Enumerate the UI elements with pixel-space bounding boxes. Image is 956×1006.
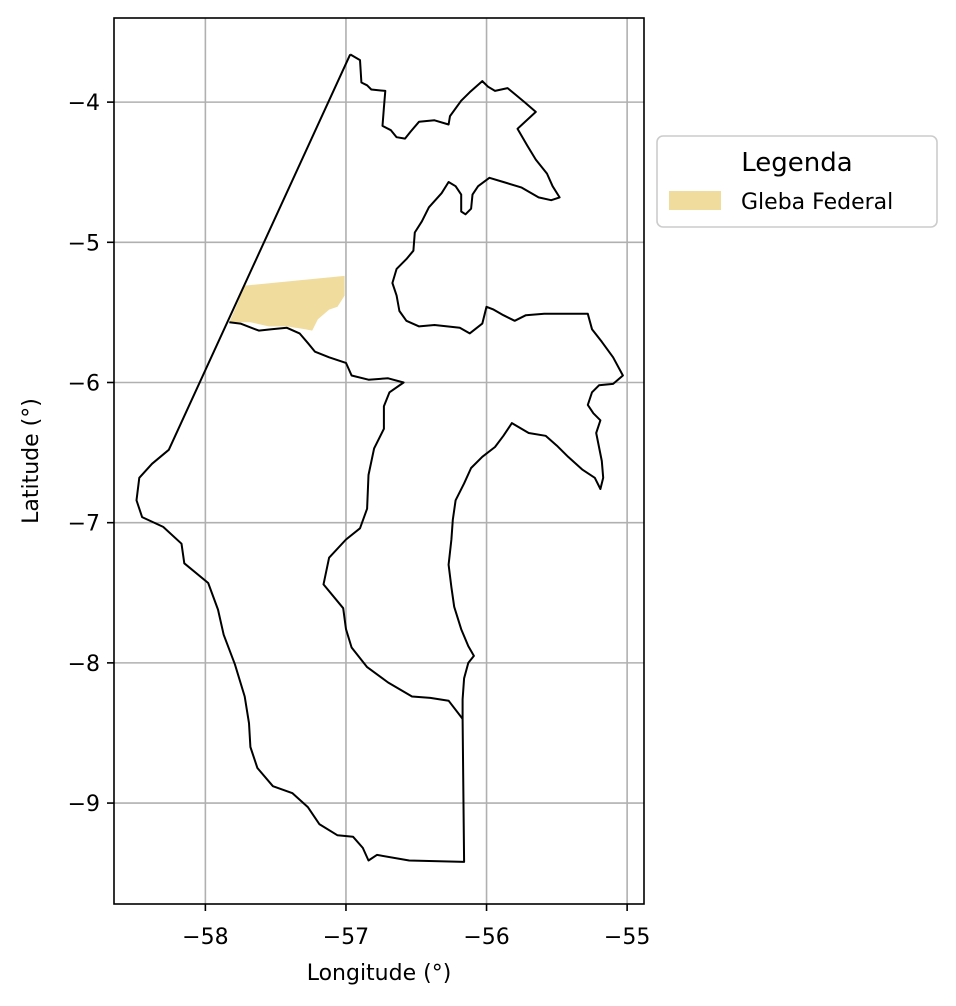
gleba-federal-area (229, 275, 345, 331)
y-tick-label: −5 (68, 231, 100, 256)
municipal-boundary-line (135, 53, 624, 863)
x-tick-label: −57 (323, 925, 369, 950)
axis-ticks: −58 −57 −56 −55 −4 −5 −6 −7 −8 −9 (68, 91, 651, 950)
legend-label-gleba-federal: Gleba Federal (741, 190, 893, 215)
y-tick-label: −6 (68, 371, 100, 396)
x-tick-label: −55 (604, 925, 650, 950)
x-axis-title: Longitude (°) (307, 961, 452, 986)
y-tick-label: −7 (68, 512, 100, 537)
legend-title: Legenda (741, 148, 852, 178)
y-axis-title: Latitude (°) (19, 398, 44, 524)
x-tick-label: −56 (463, 925, 509, 950)
municipal-boundary-inner-line (229, 321, 464, 720)
y-tick-label: −4 (68, 91, 100, 116)
legend[interactable]: Legenda Gleba Federal (656, 135, 938, 228)
y-tick-label: −8 (68, 652, 100, 677)
y-tick-label: −9 (68, 792, 100, 817)
plot-frame (113, 17, 645, 905)
x-tick-label: −58 (182, 925, 228, 950)
gridlines (114, 18, 644, 904)
map-layers (135, 53, 624, 863)
legend-swatch-gleba-federal (669, 191, 721, 210)
legend-box (656, 135, 938, 228)
